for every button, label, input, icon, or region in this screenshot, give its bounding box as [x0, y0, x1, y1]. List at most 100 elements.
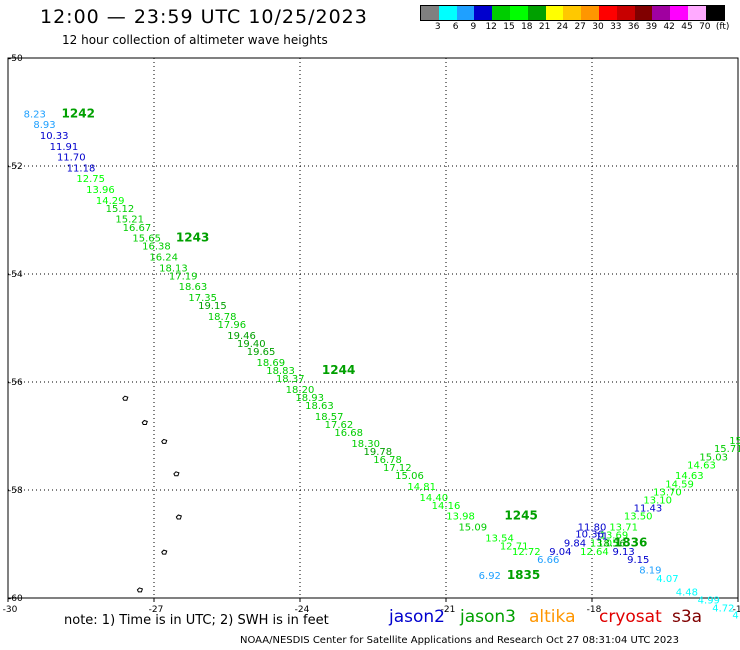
wave-height-label: 4.99	[698, 595, 720, 606]
wave-height-label: 15.12	[106, 204, 135, 215]
color-swatch	[421, 6, 439, 20]
wave-height-label: 6.92	[479, 571, 501, 582]
color-legend-label: 12	[485, 22, 497, 32]
chart-subtitle: 12 hour collection of altimeter wave hei…	[62, 33, 328, 47]
x-tick-label: -15	[733, 605, 740, 615]
wave-height-label: 16.78	[373, 455, 402, 466]
wave-height-label: 17.19	[169, 271, 198, 282]
credit-line: NOAA/NESDIS Center for Satellite Applica…	[240, 635, 679, 646]
color-swatch	[474, 6, 493, 20]
wave-height-label: 10.33	[40, 131, 69, 142]
wave-height-label: 9.84	[564, 539, 586, 550]
color-legend-label: 15	[503, 22, 515, 32]
wave-height-label: 9.13	[613, 547, 635, 558]
wave-height-label: 17.12	[383, 463, 412, 474]
color-legend-label: 9	[470, 22, 477, 32]
wave-height-label: 11.43	[634, 504, 663, 515]
y-tick-label: -52	[8, 162, 23, 172]
color-legend-label: 30	[592, 22, 604, 32]
color-legend-label: 3	[434, 22, 441, 32]
wave-height-label: 6.66	[537, 555, 559, 566]
color-swatch	[509, 6, 528, 20]
wave-height-label: 13.96	[86, 185, 115, 196]
wave-height-label: 8.93	[33, 120, 55, 131]
pass-time-label: 1242	[62, 106, 95, 120]
island-outline	[136, 587, 144, 593]
color-swatch	[670, 6, 688, 20]
wave-height-label: 8.19	[639, 566, 661, 577]
wave-height-label: 14.40	[420, 493, 449, 504]
wave-height-label: 14.29	[96, 196, 125, 207]
y-tick-label: -58	[8, 486, 23, 496]
satellite-legend-altika: altika	[529, 607, 576, 627]
wave-height-label: 14.81	[407, 482, 436, 493]
color-legend-label: 70	[699, 22, 711, 32]
island-outline	[161, 438, 168, 444]
wave-height-label: 4.07	[656, 574, 678, 585]
chart-title: 12:00 — 23:59 UTC 10/25/2023	[40, 6, 368, 28]
wave-height-label: 17.35	[188, 293, 217, 304]
wave-height-label: 19.15	[198, 301, 227, 312]
color-legend-label: 27	[574, 22, 586, 32]
wave-height-label: 13.50	[624, 512, 653, 523]
wave-height-label: 16.68	[334, 428, 363, 439]
wave-height-label: 12.72	[512, 547, 541, 558]
wave-height-label: 11.70	[57, 153, 86, 164]
wave-height-label: 18.20	[286, 385, 315, 396]
wave-height-label: 13.05	[590, 539, 619, 550]
color-legend-label: 18	[521, 22, 533, 32]
island-outline	[141, 419, 148, 425]
wave-height-label: 13.70	[653, 487, 682, 498]
wave-height-label: 14.16	[432, 501, 461, 512]
wave-height-label: 18.78	[208, 312, 237, 323]
wave-height-label: 17.96	[218, 320, 247, 331]
pass-time-label: 1835	[507, 568, 540, 582]
satellite-legend-s3a: s3a	[672, 607, 703, 627]
color-legend-label: 45	[681, 22, 693, 32]
wave-height-label: 19.46	[227, 331, 256, 342]
color-legend-bar	[420, 5, 725, 21]
x-tick-label: -27	[149, 605, 164, 615]
color-swatch	[581, 6, 599, 20]
wave-height-label: 18.63	[305, 401, 334, 412]
wave-height-label: 9.15	[627, 555, 649, 566]
y-tick-label: -54	[8, 270, 23, 280]
wave-height-label: 14.59	[665, 479, 694, 490]
wave-height-label: 12.75	[76, 174, 105, 185]
wave-height-label: 4.72	[712, 604, 734, 615]
wave-height-label: 11.18	[67, 163, 96, 174]
wave-height-label: 18.83	[266, 366, 295, 377]
wave-height-label: 18.69	[256, 358, 285, 369]
wave-height-label: 13.54	[485, 533, 514, 544]
y-tick-label: -50	[8, 54, 23, 64]
color-swatch	[492, 6, 510, 20]
x-tick-label: -21	[441, 605, 456, 615]
color-swatch	[705, 6, 724, 20]
wave-height-label: 4.48	[676, 587, 698, 598]
wave-height-label: 18.13	[159, 263, 188, 274]
wave-height-label: 18.57	[315, 412, 344, 423]
wave-height-label: 15.09	[458, 523, 487, 534]
pass-time-label: 1245	[504, 509, 537, 523]
wave-height-label: 13.10	[643, 496, 672, 507]
color-swatch	[438, 6, 457, 20]
color-legend-label: 42	[663, 22, 675, 32]
color-legend-label: 36	[627, 22, 640, 32]
wave-height-label: 15.65	[132, 234, 161, 245]
color-swatch	[687, 6, 706, 20]
island-outline	[122, 395, 129, 401]
color-swatch	[456, 6, 475, 20]
wave-height-label: 14.63	[675, 471, 704, 482]
wave-height-label: 12.71	[500, 541, 529, 552]
wave-height-label: 15	[729, 436, 740, 447]
wave-height-label: 17.62	[325, 420, 354, 431]
x-tick-label: -24	[295, 605, 310, 615]
satellite-legend-jason3: jason3	[460, 607, 516, 627]
wave-height-label: 11.91	[50, 142, 79, 153]
island-outline	[161, 549, 168, 555]
wave-height-label: 18.93	[295, 393, 324, 404]
pass-time-label: 1244	[322, 363, 355, 377]
wave-height-label: 12.64	[580, 547, 609, 558]
color-legend-label: 21	[538, 22, 551, 32]
